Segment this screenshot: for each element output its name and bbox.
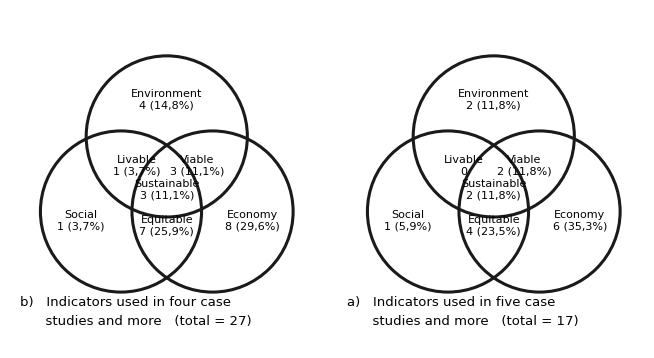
Text: Equitable
4 (23,5%): Equitable 4 (23,5%) (466, 216, 521, 237)
Text: Viable
3 (11,1%): Viable 3 (11,1%) (170, 155, 224, 176)
Text: Economy
8 (29,6%): Economy 8 (29,6%) (226, 210, 280, 232)
Text: Viable
2 (11,8%): Viable 2 (11,8%) (496, 155, 551, 176)
Text: a)   Indicators used in five case: a) Indicators used in five case (347, 296, 556, 309)
Text: Economy
6 (35,3%): Economy 6 (35,3%) (553, 210, 607, 232)
Text: Social
1 (5,9%): Social 1 (5,9%) (384, 210, 432, 232)
Text: Social
1 (3,7%): Social 1 (3,7%) (57, 210, 105, 232)
Text: b)   Indicators used in four case: b) Indicators used in four case (20, 296, 232, 309)
Text: Environment
4 (14,8%): Environment 4 (14,8%) (131, 89, 203, 111)
Text: studies and more   (total = 17): studies and more (total = 17) (347, 315, 579, 328)
Text: Livable
0: Livable 0 (443, 155, 483, 176)
Text: studies and more   (total = 27): studies and more (total = 27) (20, 315, 252, 328)
Text: Livable
1 (3,7%): Livable 1 (3,7%) (112, 155, 160, 176)
Text: Equitable
7 (25,9%): Equitable 7 (25,9%) (139, 216, 194, 237)
Text: Environment
2 (11,8%): Environment 2 (11,8%) (458, 89, 530, 111)
Text: Sustainable
2 (11,8%): Sustainable 2 (11,8%) (461, 179, 526, 200)
Text: Sustainable
3 (11,1%): Sustainable 3 (11,1%) (134, 179, 199, 200)
